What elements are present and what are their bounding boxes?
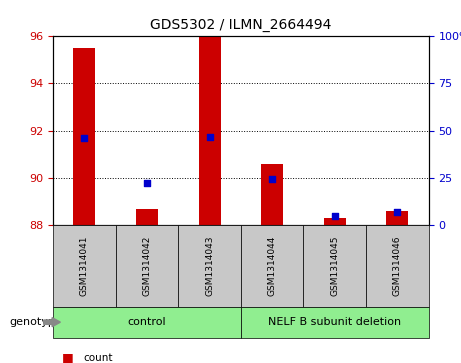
Text: GSM1314042: GSM1314042 [142,236,152,296]
Text: GSM1314045: GSM1314045 [330,236,339,296]
Point [206,134,213,140]
Text: GSM1314046: GSM1314046 [393,236,402,296]
Bar [386,211,408,225]
Point [268,176,276,182]
Text: GSM1314043: GSM1314043 [205,236,214,296]
Text: count: count [83,352,112,363]
Point [331,213,338,219]
Text: ■: ■ [62,351,74,363]
Point [394,209,401,215]
Point [81,135,88,141]
Title: GDS5302 / ILMN_2664494: GDS5302 / ILMN_2664494 [150,19,331,33]
Text: GSM1314044: GSM1314044 [268,236,277,296]
Bar [261,164,283,225]
Text: NELF B subunit deletion: NELF B subunit deletion [268,317,402,327]
Bar [199,36,220,225]
Bar [324,218,346,225]
Text: genotype/variation: genotype/variation [9,317,115,327]
Bar [73,48,95,225]
Bar [136,208,158,225]
Text: control: control [128,317,166,327]
Text: GSM1314041: GSM1314041 [80,236,89,296]
Point [143,180,151,186]
